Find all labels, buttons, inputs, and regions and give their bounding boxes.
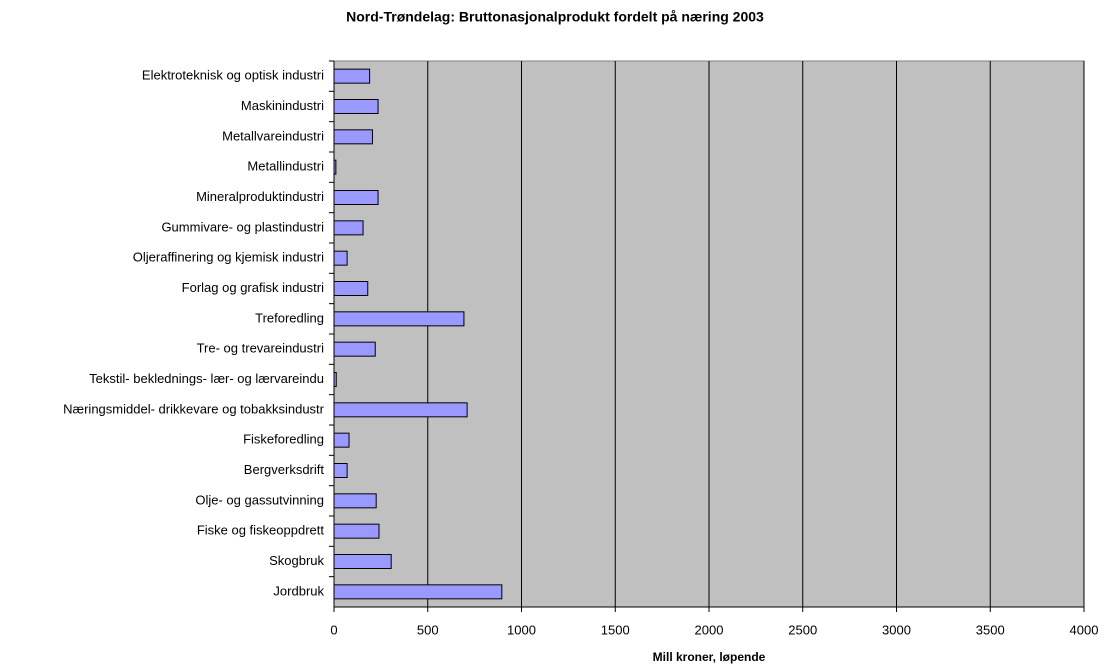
bar (333, 554, 392, 569)
x-tick-label: 2500 (788, 622, 817, 637)
y-tick-label: Skogbruk (269, 553, 324, 568)
bar (333, 220, 364, 236)
bar (333, 523, 380, 539)
bar (333, 463, 348, 478)
x-tick-label: 1000 (507, 622, 536, 637)
chart-title: Nord-Trøndelag: Bruttonasjonalprodukt fo… (346, 9, 764, 25)
y-tick-label: Næringsmiddel- drikkevare og tobakksindu… (63, 401, 325, 416)
y-tick-label: Fiskeforedling (243, 432, 324, 447)
x-tick-label: 500 (417, 622, 439, 637)
y-tick-label: Fiske og fiskeoppdrett (197, 523, 325, 538)
y-tick-label: Gummivare- og plastindustri (161, 219, 324, 234)
y-tick-label: Maskinindustri (241, 98, 324, 113)
bar (333, 190, 379, 205)
y-tick-label: Metallvareindustri (222, 128, 324, 143)
bar (333, 281, 369, 296)
x-tick-label: 2000 (695, 622, 724, 637)
bar (333, 311, 465, 327)
bar (333, 99, 379, 114)
bar (333, 584, 503, 600)
bar (333, 68, 371, 84)
x-tick-label: 4000 (1070, 622, 1099, 637)
y-tick-label: Bergverksdrift (244, 462, 325, 477)
x-tick-label: 0 (330, 622, 337, 637)
x-tick-label: 1500 (601, 622, 630, 637)
bar (333, 402, 468, 418)
y-tick-label: Metallindustri (247, 159, 324, 174)
y-tick-label: Forlag og grafisk industri (182, 280, 324, 295)
y-tick-label: Oljeraffinering og kjemisk industri (133, 250, 324, 265)
bar (333, 432, 350, 448)
bar (333, 372, 337, 387)
x-axis-title: Mill kroner, løpende (653, 650, 766, 664)
bar (333, 341, 376, 357)
y-tick-label: Mineralproduktindustri (196, 189, 324, 204)
y-tick-label: Treforedling (255, 310, 324, 325)
bar (333, 129, 373, 145)
bar (333, 250, 348, 266)
x-tick-label: 3500 (976, 622, 1005, 637)
y-tick-label: Tre- og trevareindustri (197, 341, 325, 356)
bar (333, 493, 377, 509)
x-tick-label: 3000 (882, 622, 911, 637)
y-tick-label: Jordbruk (273, 583, 324, 598)
y-tick-label: Olje- og gassutvinning (195, 492, 324, 507)
bar (333, 159, 337, 175)
y-tick-label: Tekstil- beklednings- lær- og lærvareind… (89, 371, 324, 386)
y-tick-label: Elektroteknisk og optisk industri (142, 68, 324, 83)
